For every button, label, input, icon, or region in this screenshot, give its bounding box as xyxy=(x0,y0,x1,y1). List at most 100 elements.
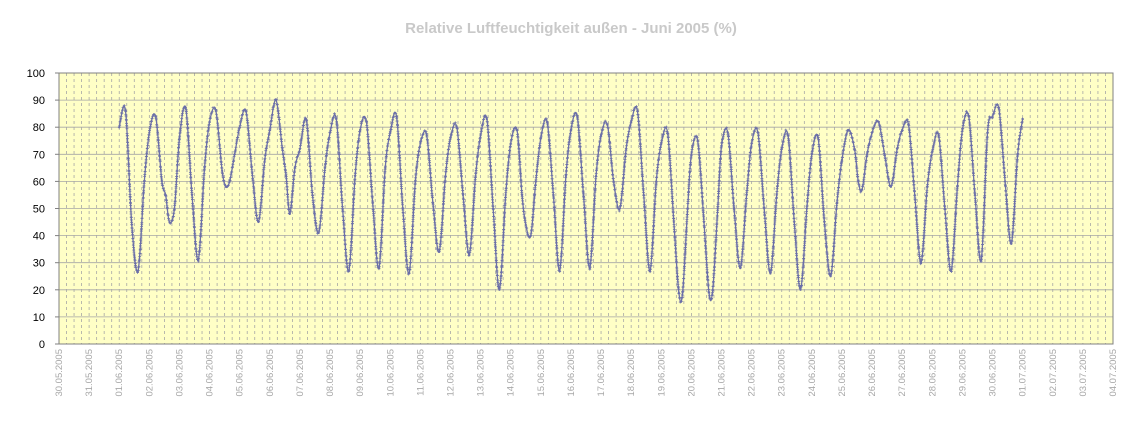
data-point xyxy=(409,254,413,258)
data-point xyxy=(998,117,1002,121)
data-point xyxy=(668,150,671,154)
data-point xyxy=(451,129,454,133)
x-tick-label: 10.06.2005 xyxy=(385,349,396,397)
data-point xyxy=(683,255,687,259)
data-point xyxy=(427,148,430,152)
data-point xyxy=(934,135,937,139)
data-point xyxy=(547,130,550,134)
data-point xyxy=(524,223,527,226)
data-point xyxy=(913,190,916,193)
data-point xyxy=(365,120,368,123)
data-point xyxy=(640,167,644,170)
data-point xyxy=(839,167,843,171)
data-point xyxy=(747,162,751,165)
data-point xyxy=(734,222,737,226)
data-point xyxy=(408,265,412,269)
data-point xyxy=(781,143,785,147)
data-point xyxy=(835,201,839,205)
data-point xyxy=(832,240,836,244)
data-point xyxy=(563,197,566,201)
data-point xyxy=(462,200,466,204)
data-point xyxy=(200,212,204,216)
data-point xyxy=(782,139,785,143)
data-point xyxy=(982,225,985,229)
data-point xyxy=(552,193,555,197)
data-point xyxy=(410,246,413,249)
data-point xyxy=(488,153,492,156)
data-point xyxy=(502,231,505,235)
data-point xyxy=(823,224,827,228)
data-point xyxy=(591,224,595,228)
data-point xyxy=(281,153,285,156)
data-point xyxy=(764,226,768,229)
data-point xyxy=(537,150,541,154)
data-point xyxy=(402,220,406,223)
data-point xyxy=(858,188,862,192)
data-point xyxy=(420,136,424,139)
data-point xyxy=(638,135,642,139)
data-point xyxy=(322,180,326,184)
data-point xyxy=(715,214,719,218)
data-point xyxy=(246,121,250,125)
data-point xyxy=(383,175,387,179)
data-point xyxy=(1015,168,1018,171)
data-point xyxy=(887,177,891,181)
data-point xyxy=(520,185,523,189)
data-point xyxy=(282,155,286,159)
data-point xyxy=(750,142,753,145)
data-point xyxy=(1011,224,1015,227)
data-point xyxy=(263,160,267,164)
data-point xyxy=(1006,213,1010,217)
data-point xyxy=(330,118,334,122)
data-point xyxy=(959,147,962,151)
data-point xyxy=(643,209,647,213)
data-point xyxy=(594,180,597,183)
data-point xyxy=(480,126,484,130)
data-point xyxy=(429,179,433,182)
data-point xyxy=(763,221,767,225)
data-point xyxy=(396,132,400,136)
data-point xyxy=(340,204,344,208)
data-point xyxy=(548,139,551,143)
data-point xyxy=(908,131,912,134)
data-point xyxy=(530,222,534,226)
data-point xyxy=(121,108,124,112)
data-point xyxy=(365,126,369,129)
data-point xyxy=(246,126,250,130)
data-point xyxy=(253,198,257,201)
data-point xyxy=(805,207,808,210)
x-tick-label: 15.06.2005 xyxy=(536,349,547,397)
data-point xyxy=(974,207,978,211)
data-point xyxy=(807,180,811,184)
data-point xyxy=(723,128,727,131)
data-point xyxy=(975,219,979,223)
data-point xyxy=(593,197,597,200)
data-point xyxy=(686,210,689,214)
data-point xyxy=(207,123,211,127)
data-point xyxy=(498,288,501,291)
data-point xyxy=(369,172,373,176)
data-point xyxy=(943,207,946,210)
data-point xyxy=(684,238,688,242)
data-point xyxy=(877,120,880,123)
data-point xyxy=(637,119,641,123)
data-point xyxy=(960,136,963,140)
data-point xyxy=(673,239,677,242)
data-point xyxy=(844,137,847,141)
data-point xyxy=(374,245,378,248)
data-point xyxy=(492,211,495,215)
data-point xyxy=(254,211,258,215)
data-point xyxy=(728,151,732,155)
data-point xyxy=(716,211,719,214)
data-point xyxy=(412,203,416,206)
data-point xyxy=(656,166,659,170)
data-point xyxy=(833,224,837,227)
data-point xyxy=(199,225,203,228)
data-point xyxy=(646,260,650,264)
data-point xyxy=(354,171,357,175)
data-point xyxy=(262,164,266,167)
data-point xyxy=(805,203,809,207)
data-point xyxy=(500,270,503,274)
data-point xyxy=(639,144,642,148)
data-point xyxy=(774,204,778,208)
